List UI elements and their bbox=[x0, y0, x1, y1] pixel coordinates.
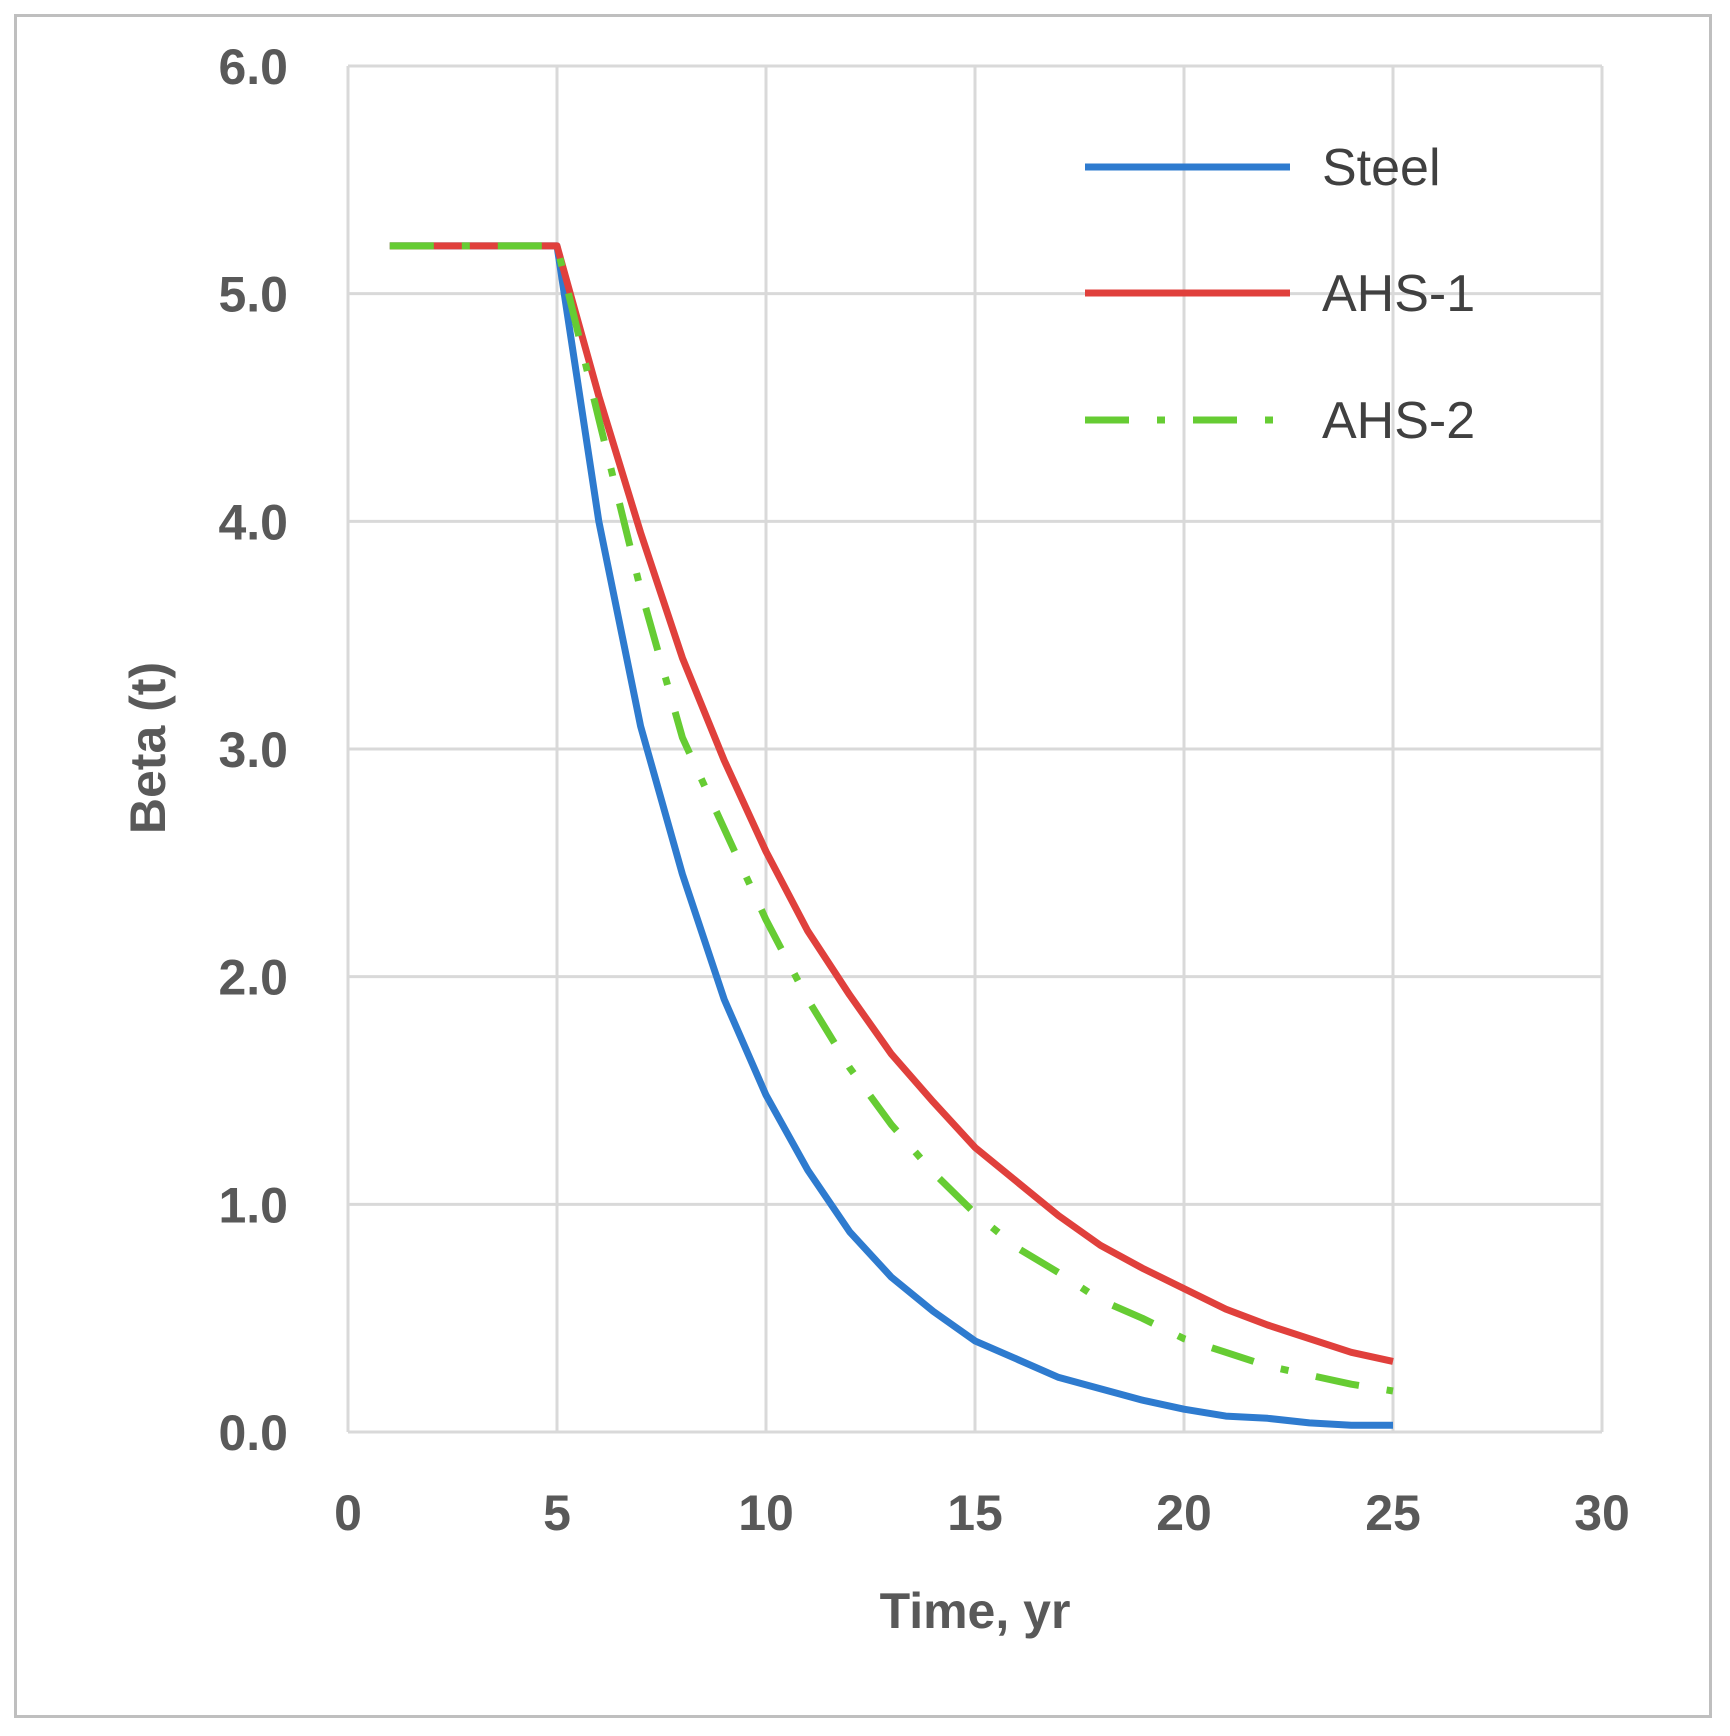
legend-label: Steel bbox=[1322, 139, 1441, 197]
y-tick-label: 6.0 bbox=[218, 39, 288, 95]
y-tick-label: 2.0 bbox=[218, 950, 288, 1006]
y-axis-title: Beta (t) bbox=[120, 662, 176, 834]
y-tick-label: 1.0 bbox=[218, 1177, 288, 1233]
x-tick-label: 20 bbox=[1156, 1485, 1212, 1541]
chart-frame bbox=[14, 14, 1712, 1718]
x-tick-label: 10 bbox=[738, 1485, 794, 1541]
series-line-steel bbox=[389, 242, 1393, 1429]
x-tick-label: 30 bbox=[1574, 1485, 1630, 1541]
grid-layer bbox=[346, 64, 1604, 1434]
series-line-ahs-2 bbox=[389, 242, 1394, 1395]
series-layer bbox=[389, 242, 1394, 1429]
x-tick-label: 25 bbox=[1365, 1485, 1421, 1541]
series-line-ahs-1 bbox=[389, 242, 1394, 1365]
x-tick-label: 5 bbox=[543, 1485, 571, 1541]
legend: Steel AHS-1 AHS-2 bbox=[1085, 139, 1475, 450]
y-tick-label: 5.0 bbox=[218, 267, 288, 323]
y-tick-label: 4.0 bbox=[218, 494, 288, 550]
legend-label: AHS-2 bbox=[1322, 392, 1475, 450]
legend-label: AHS-1 bbox=[1322, 265, 1475, 323]
x-axis-ticks: 0 5 10 15 20 25 30 bbox=[334, 1485, 1630, 1541]
y-tick-label: 3.0 bbox=[218, 722, 288, 778]
x-axis-title: Time, yr bbox=[880, 1583, 1071, 1639]
y-tick-label: 0.0 bbox=[218, 1405, 288, 1461]
x-tick-label: 0 bbox=[334, 1485, 362, 1541]
y-axis-ticks: 0.0 1.0 2.0 3.0 4.0 5.0 6.0 bbox=[218, 39, 288, 1461]
x-tick-label: 15 bbox=[947, 1485, 1003, 1541]
